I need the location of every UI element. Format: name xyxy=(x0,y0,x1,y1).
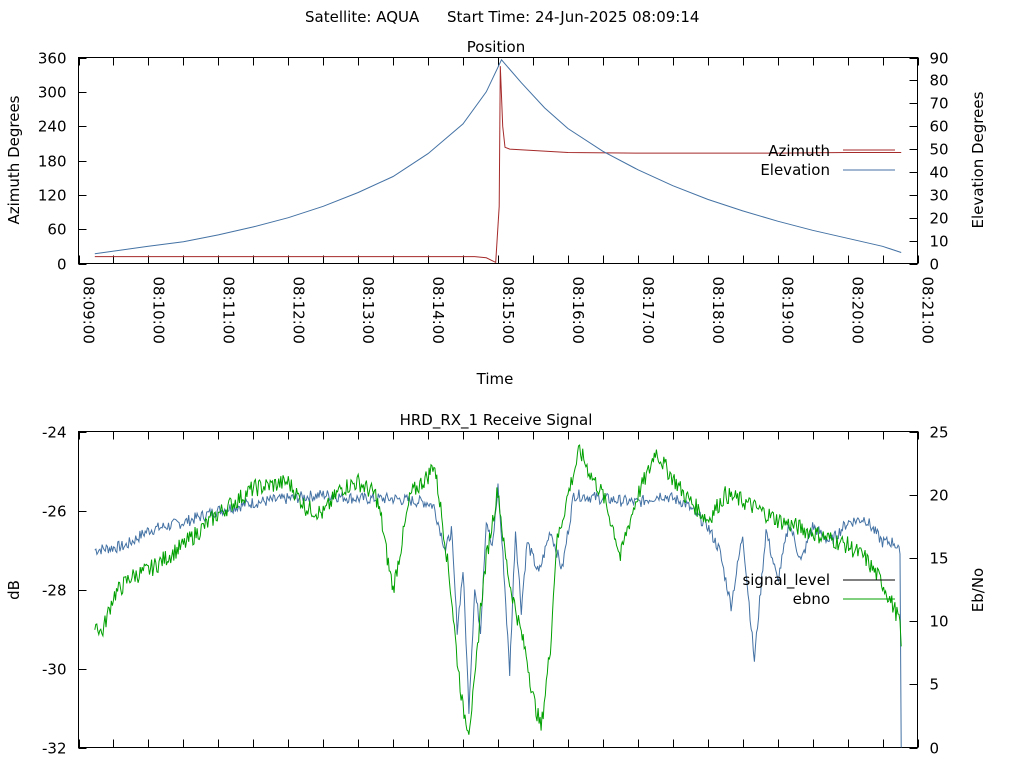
position-series-elevation-line xyxy=(94,58,902,255)
position-chart: Position 0 60 120 180 240 300 360 0 10 20 30 40 50 60… xyxy=(5,38,987,388)
position-x-tick-label: 08:20:00 xyxy=(849,277,867,344)
position-y-tick-label: 120 xyxy=(38,187,67,205)
position-y2-tick-label: 30 xyxy=(930,187,949,205)
legend-elevation-label: Elevation xyxy=(760,161,830,179)
signal-y2-tick-label: 0 xyxy=(930,740,940,758)
position-y2-tick-label: 40 xyxy=(930,164,949,182)
signal-series-signal-level-line xyxy=(94,483,902,748)
position-x-tick-label: 08:14:00 xyxy=(429,277,447,344)
position-y2-tick-label: 70 xyxy=(930,95,949,113)
position-x-tick-label: 08:17:00 xyxy=(639,277,657,344)
position-y2-tick-label: 50 xyxy=(930,141,949,159)
signal-series-ebno-line xyxy=(94,444,902,735)
signal-y-tick-label: -24 xyxy=(42,424,67,442)
position-x-tick-label: 08:09:00 xyxy=(80,277,98,344)
signal-y-tick-label: -32 xyxy=(42,740,67,758)
position-y2-tick-label: 60 xyxy=(930,118,949,136)
signal-y-tick-label: -28 xyxy=(42,582,67,600)
signal-y2-tick-label: 15 xyxy=(930,550,949,568)
position-x-tick-label: 08:10:00 xyxy=(149,277,167,344)
position-y-tick-label: 300 xyxy=(38,84,67,102)
signal-chart: HRD_RX_1 Receive Signal -32 -30 -28 -26 -24 0… xyxy=(5,411,987,758)
position-x-tick-label: 08:19:00 xyxy=(779,277,797,344)
position-y2-tick-label: 80 xyxy=(930,72,949,90)
position-y-tick-label: 360 xyxy=(38,50,67,68)
legend-signal-level-label: signal_level xyxy=(742,571,830,590)
position-x-tick-label: 08:11:00 xyxy=(219,277,237,344)
signal-y2-axis-label: Eb/No xyxy=(969,568,987,612)
legend-azimuth-label: Azimuth xyxy=(768,142,830,160)
start-time-label: Start Time: 24-Jun-2025 08:09:14 xyxy=(447,8,699,26)
legend-ebno-label: ebno xyxy=(793,590,830,608)
position-chart-title: Position xyxy=(467,38,525,56)
position-x-axis-label: Time xyxy=(476,370,514,388)
signal-y2-tick-label: 20 xyxy=(930,487,949,505)
position-y-tick-label: 0 xyxy=(57,256,67,274)
position-x-tick-label: 08:16:00 xyxy=(569,277,587,344)
position-x-tick-label: 08:18:00 xyxy=(709,277,727,344)
signal-chart-title: HRD_RX_1 Receive Signal xyxy=(400,411,593,430)
signal-y2-tick-label: 5 xyxy=(930,676,940,694)
position-x-tick-label: 08:21:00 xyxy=(919,277,937,344)
position-y-tick-label: 60 xyxy=(47,221,66,239)
signal-y2-tick-label: 25 xyxy=(930,424,949,442)
position-y2-tick-label: 0 xyxy=(930,256,940,274)
satellite-label: Satellite: AQUA xyxy=(305,8,420,26)
position-y2-tick-label: 90 xyxy=(930,50,949,68)
signal-y-tick-label: -26 xyxy=(42,503,67,521)
position-x-tick-label: 08:13:00 xyxy=(359,277,377,344)
signal-y-axis-label: dB xyxy=(5,580,23,600)
position-y-tick-label: 240 xyxy=(38,118,67,136)
position-x-tick-label: 08:15:00 xyxy=(499,277,517,344)
position-y2-tick-label: 20 xyxy=(930,210,949,228)
position-y2-tick-label: 10 xyxy=(930,233,949,251)
position-series-azimuth-line xyxy=(94,66,902,264)
signal-y2-tick-label: 10 xyxy=(930,613,949,631)
position-x-tick-label: 08:12:00 xyxy=(289,277,307,344)
position-y-tick-label: 180 xyxy=(38,153,67,171)
signal-y-tick-label: -30 xyxy=(42,661,67,679)
position-y-axis-label: Azimuth Degrees xyxy=(5,95,23,224)
position-y2-axis-label: Elevation Degrees xyxy=(969,91,987,228)
